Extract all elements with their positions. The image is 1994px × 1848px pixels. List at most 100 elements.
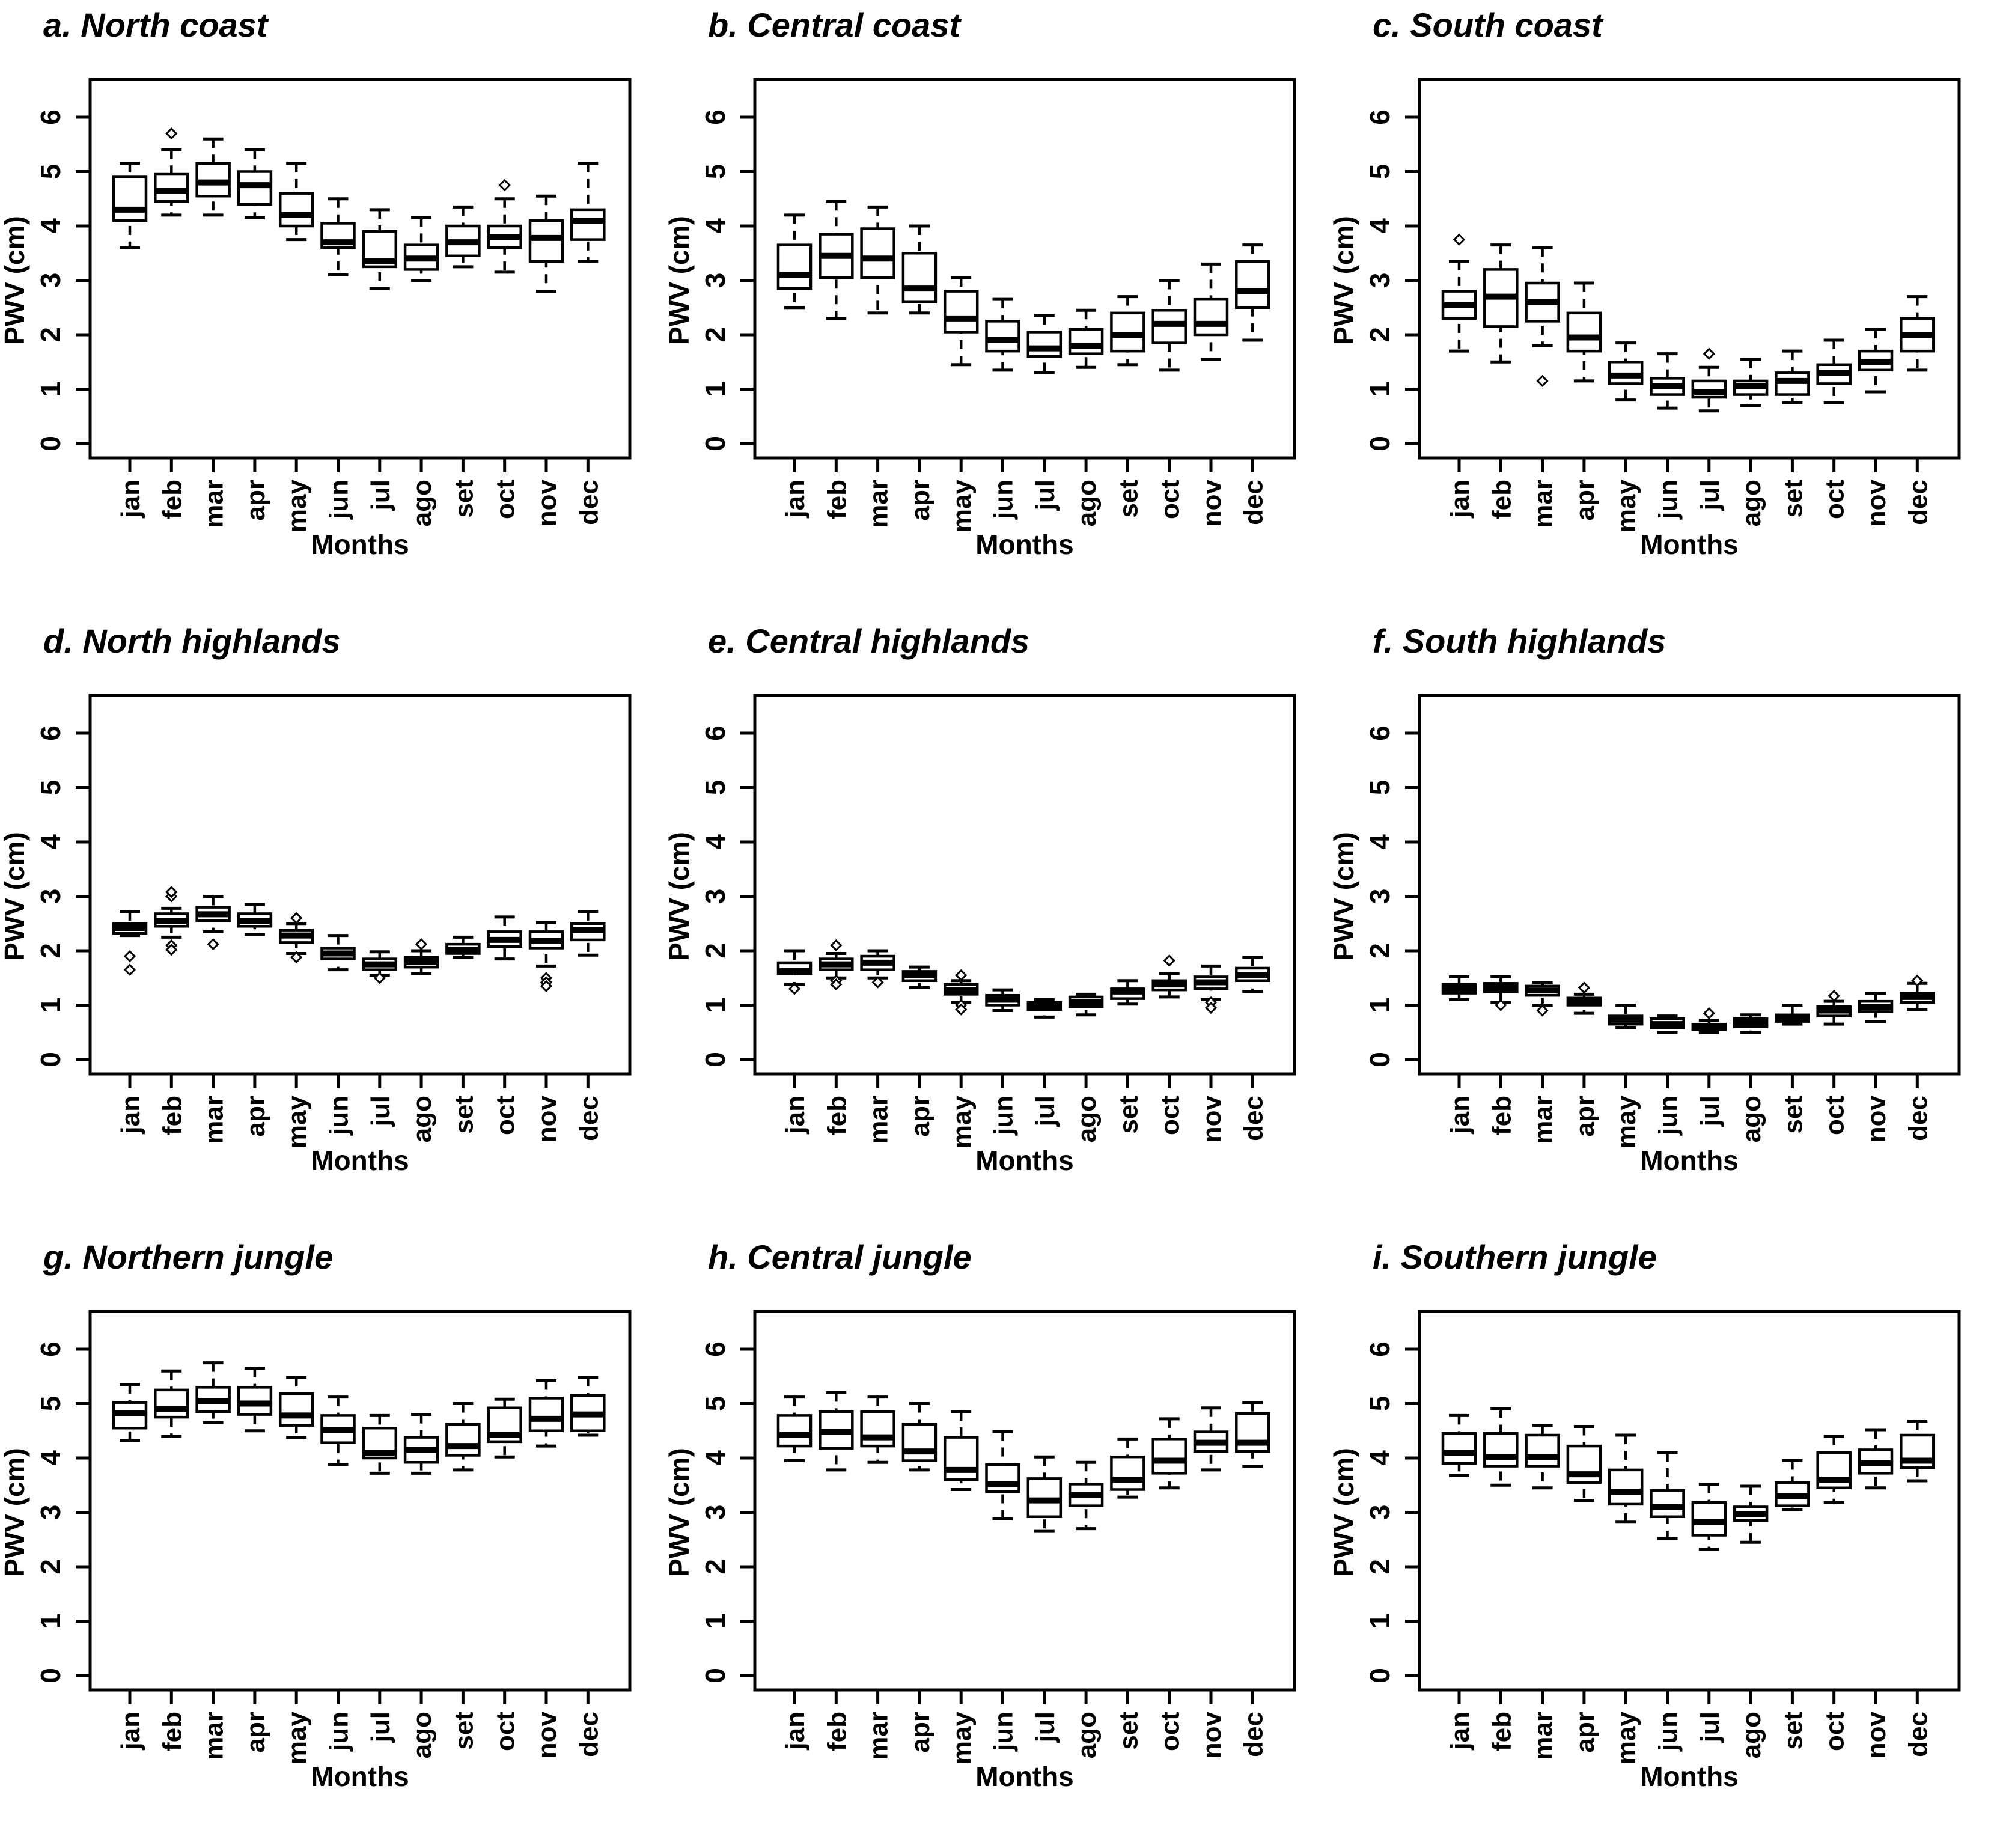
box-may	[943, 969, 979, 1016]
y-axis: 0 1 2 3 4 5 6 PWV (cm)	[665, 725, 755, 1067]
box-apr	[1566, 981, 1602, 1015]
x-tick-label: jul	[1031, 480, 1060, 511]
boxes	[776, 1391, 1270, 1533]
iqr-box	[278, 192, 314, 228]
x-tick-label: feb	[822, 1096, 852, 1135]
outlier-marker	[123, 950, 136, 963]
box-jan	[112, 910, 148, 976]
box-oct	[487, 179, 522, 274]
box-may	[1608, 341, 1644, 402]
y-tick-label: 2	[35, 327, 66, 343]
box-feb	[1483, 243, 1519, 364]
outlier-marker	[1578, 981, 1591, 994]
y-tick-label: 0	[700, 436, 731, 451]
x-tick-label: jan	[1445, 1096, 1475, 1135]
x-tick-label: apr	[906, 480, 935, 520]
y-axis-title: PWV (cm)	[1329, 1448, 1359, 1577]
plot-frame	[753, 1310, 1296, 1692]
x-tick-label: may	[947, 1711, 977, 1764]
box-ago	[1733, 358, 1769, 407]
outlier-marker	[955, 969, 968, 981]
outlier-marker	[498, 179, 511, 192]
iqr-box	[278, 1392, 314, 1427]
x-axis-title: Months	[1640, 1761, 1739, 1792]
y-axis: 0 1 2 3 4 5 6 PWV (cm)	[0, 725, 90, 1067]
boxes	[112, 127, 606, 293]
y-tick-label: 5	[1364, 780, 1395, 796]
y-axis-title: PWV (cm)	[665, 1448, 695, 1577]
panel-a-north-coast: a. North coast 0 1 2 3 4 5 6 PWV (cm) jan feb mar a…	[0, 0, 665, 616]
y-tick-label: 5	[35, 780, 66, 796]
x-tick-label: jul	[1031, 1096, 1060, 1127]
y-tick-label: 4	[700, 218, 731, 234]
box-apr	[1566, 281, 1602, 383]
x-tick-label: nov	[1862, 1095, 1891, 1142]
plot-frame	[88, 1310, 632, 1692]
plot-frame	[1418, 694, 1961, 1076]
box-mar	[860, 949, 895, 989]
box-jul	[1691, 1007, 1727, 1034]
box-jun	[1650, 1451, 1685, 1540]
box-nov	[528, 194, 564, 293]
iqr-box	[1068, 328, 1104, 355]
y-tick-label: 1	[35, 998, 66, 1013]
iqr-box	[154, 1388, 189, 1419]
boxplot-chart: 0 1 2 3 4 5 6 PWV (cm) jan feb mar apr may jun jul ago s…	[665, 694, 1296, 1176]
y-tick-label: 5	[1364, 164, 1395, 180]
plot-frame	[753, 78, 1296, 460]
y-tick-label: 1	[35, 382, 66, 397]
y-tick-label: 3	[1364, 1505, 1395, 1520]
box-jan	[776, 213, 813, 310]
plot-frame	[88, 78, 632, 460]
x-tick-label: jan	[116, 480, 145, 519]
x-tick-label: feb	[1487, 1712, 1516, 1751]
x-axis-title: Months	[975, 529, 1074, 560]
boxplot-chart: 0 1 2 3 4 5 6 PWV (cm) jan feb mar apr may jun jul ago s…	[1329, 694, 1961, 1176]
outlier-marker	[165, 127, 178, 140]
y-tick-label: 4	[35, 834, 66, 850]
iqr-box	[985, 320, 1020, 353]
outlier-marker	[871, 976, 884, 989]
y-tick-label: 6	[1364, 1341, 1395, 1357]
x-tick-label: jan	[1445, 480, 1475, 519]
panel-i-southern-jungle: i. Southern jungle 0 1 2 3 4 5 6 PWV (cm) jan feb…	[1329, 1232, 1994, 1848]
y-tick-label: 2	[35, 943, 66, 959]
x-tick-label: dec	[1239, 480, 1268, 525]
x-tick-label: dec	[574, 1096, 603, 1141]
x-tick-label: oct	[491, 480, 520, 519]
y-tick-label: 4	[35, 218, 66, 234]
outlier-marker	[1911, 974, 1924, 987]
y-tick-label: 2	[700, 943, 731, 959]
box-jan	[112, 162, 148, 249]
y-tick-label: 1	[700, 382, 731, 397]
x-tick-label: mar	[864, 480, 894, 528]
y-axis-title: PWV (cm)	[665, 832, 695, 961]
x-tick-label: nov	[532, 479, 562, 526]
y-tick-label: 0	[700, 1052, 731, 1067]
x-tick-label: jan	[781, 480, 810, 519]
box-ago	[1068, 1460, 1104, 1531]
boxes	[1441, 974, 1935, 1034]
panel-title: c. South coast	[1373, 6, 1603, 44]
panel-f-south-highlands: f. South highlands 0 1 2 3 4 5 6 PWV (cm) jan feb…	[1329, 616, 1994, 1232]
iqr-box	[901, 1423, 938, 1462]
y-tick-label: 0	[35, 1668, 66, 1683]
y-tick-label: 0	[1364, 1052, 1395, 1067]
x-axis: jan feb mar apr may jun jul ago set oct nov dec Mont…	[116, 458, 603, 560]
boxes	[776, 939, 1270, 1019]
box-ago	[403, 938, 439, 975]
box-mar	[1525, 1424, 1560, 1490]
outlier-marker	[165, 944, 178, 956]
outlier-marker	[1163, 954, 1175, 967]
x-tick-label: oct	[491, 1712, 520, 1751]
y-axis: 0 1 2 3 4 5 6 PWV (cm)	[1329, 725, 1419, 1067]
x-tick-label: may	[1612, 1095, 1641, 1148]
panel-title: f. South highlands	[1373, 622, 1666, 660]
x-axis: jan feb mar apr may jun jul ago set oct nov dec Mont…	[116, 1690, 603, 1792]
box-apr	[901, 1402, 938, 1472]
panel-title: b. Central coast	[708, 6, 961, 44]
y-tick-label: 0	[700, 1668, 731, 1683]
box-oct	[487, 1397, 522, 1459]
x-tick-label: oct	[1156, 1096, 1185, 1135]
y-tick-label: 0	[1364, 436, 1395, 451]
